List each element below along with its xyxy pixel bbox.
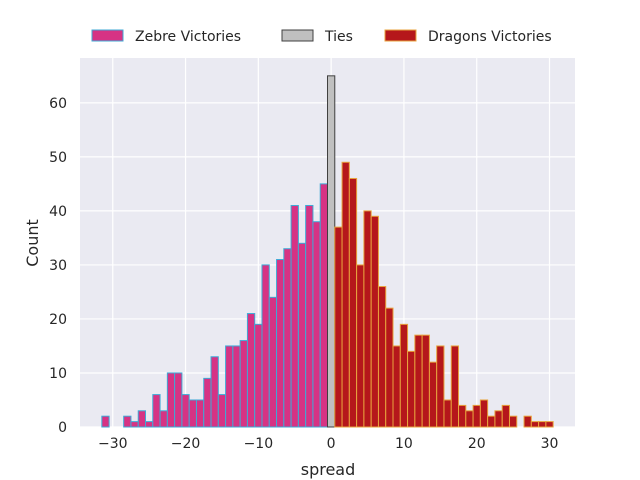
bar: [363, 210, 372, 428]
x-tick-label: 10: [395, 436, 413, 452]
bar: [297, 242, 307, 428]
bar: [261, 264, 270, 428]
y-tick-labels: 0 10 20 30 40 50 60: [49, 96, 67, 436]
bar: [246, 313, 256, 428]
bar: [472, 404, 481, 428]
bar: [290, 204, 299, 428]
bar: [399, 323, 409, 428]
bar: [159, 410, 168, 428]
bar: [254, 323, 263, 428]
bar: [508, 415, 518, 428]
bar: [538, 421, 547, 428]
bar: [356, 264, 365, 428]
y-tick-label: 0: [58, 420, 67, 436]
y-tick-label: 50: [49, 150, 67, 166]
legend-label: Zebre Victories: [135, 29, 241, 45]
bar: [385, 307, 394, 428]
bars-group: [101, 75, 554, 428]
x-tick-label: −20: [171, 436, 201, 452]
bar: [428, 361, 438, 428]
bar: [545, 421, 554, 428]
bar: [443, 399, 452, 428]
bar: [181, 394, 190, 428]
bar: [407, 350, 416, 428]
bar: [145, 421, 154, 428]
bar: [217, 394, 227, 428]
bar: [232, 345, 241, 428]
bar: [377, 286, 387, 428]
legend-swatch: [91, 29, 124, 42]
bar: [319, 183, 328, 428]
y-tick-label: 30: [49, 258, 67, 274]
bar: [450, 345, 460, 428]
bar: [421, 334, 430, 428]
legend: Zebre Victories Ties Dragons Victories: [91, 29, 552, 45]
bar: [501, 404, 510, 428]
bar: [174, 372, 183, 428]
bar: [530, 421, 540, 428]
bar: [188, 399, 197, 428]
bar: [414, 334, 423, 428]
bar: [312, 221, 321, 428]
bar: [487, 415, 496, 428]
x-tick-labels: −30 −20 −10 0 10 20 30: [98, 436, 558, 452]
y-axis-title: Count: [23, 219, 42, 267]
bar: [341, 161, 350, 428]
bar: [130, 421, 139, 428]
legend-label: Ties: [324, 29, 353, 45]
y-tick-label: 10: [49, 366, 67, 382]
legend-swatch: [384, 29, 417, 42]
bar: [276, 259, 285, 428]
bar: [210, 356, 219, 428]
bar: [195, 399, 205, 428]
bar: [523, 415, 532, 428]
bar: [458, 404, 467, 428]
x-tick-label: −30: [98, 436, 128, 452]
bar: [239, 340, 248, 428]
bar: [327, 75, 336, 428]
bar: [283, 248, 292, 428]
y-tick-label: 20: [49, 312, 67, 328]
bar: [494, 410, 503, 428]
bar: [123, 415, 132, 428]
bar: [479, 399, 489, 428]
bar: [268, 296, 278, 428]
x-tick-label: 30: [541, 436, 559, 452]
bar: [305, 204, 314, 428]
bar: [225, 345, 234, 428]
bar: [101, 415, 110, 428]
y-tick-label: 40: [49, 204, 67, 220]
x-axis-title: spread: [301, 460, 356, 479]
x-tick-label: 20: [468, 436, 486, 452]
bar: [348, 177, 358, 428]
bar: [392, 345, 401, 428]
bar: [370, 215, 379, 428]
y-tick-label: 60: [49, 96, 67, 112]
bar: [203, 377, 212, 428]
bar: [436, 345, 445, 428]
x-tick-label: 0: [327, 436, 336, 452]
bar: [465, 410, 474, 428]
bar: [137, 410, 147, 428]
bar: [334, 226, 343, 428]
bar: [166, 372, 176, 428]
x-tick-label: −10: [244, 436, 274, 452]
legend-swatch: [281, 29, 314, 42]
bar: [152, 394, 161, 428]
legend-label: Dragons Victories: [428, 29, 552, 45]
